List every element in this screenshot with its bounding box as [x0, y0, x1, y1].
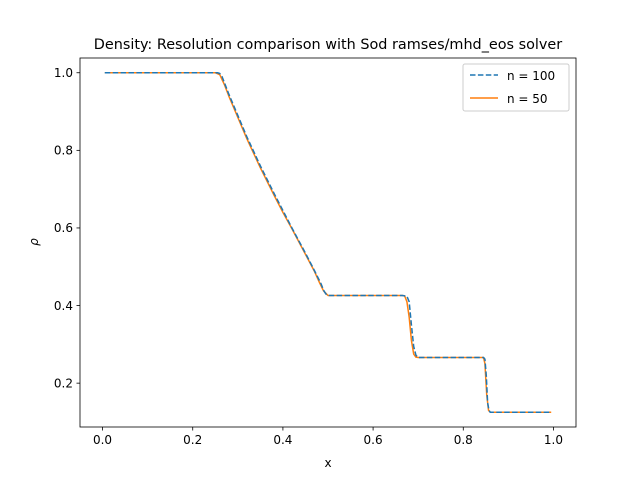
x-tick-label: 0.6: [364, 433, 383, 447]
x-tick-label: 1.0: [544, 433, 563, 447]
legend-label-n50: n = 50: [507, 92, 548, 106]
y-tick-label: 0.2: [54, 376, 73, 390]
series-line-n100: [104, 71, 552, 414]
y-tick-label: 1.0: [54, 66, 73, 80]
axis-ticks: 0.0 0.2 0.4 0.6 0.8 1.0 0.2 0.4 0.6 0.8 1.0: [54, 66, 563, 447]
x-tick-label: 0.0: [93, 433, 112, 447]
x-tick-label: 0.2: [183, 433, 202, 447]
x-tick-label: 0.4: [273, 433, 292, 447]
y-tick-label: 0.6: [54, 221, 73, 235]
x-tick-label: 0.8: [454, 433, 473, 447]
legend-label-n100: n = 100: [507, 69, 555, 83]
y-tick-label: 0.4: [54, 299, 73, 313]
legend: n = 100 n = 50: [462, 63, 570, 112]
plot-series: [104, 71, 552, 414]
x-axis-label: x: [324, 456, 331, 470]
plot-frame: [79, 57, 577, 428]
y-axis-label: ρ: [27, 238, 41, 246]
y-tick-label: 0.8: [54, 144, 73, 158]
chart-title: Density: Resolution comparison with Sod …: [94, 37, 563, 53]
